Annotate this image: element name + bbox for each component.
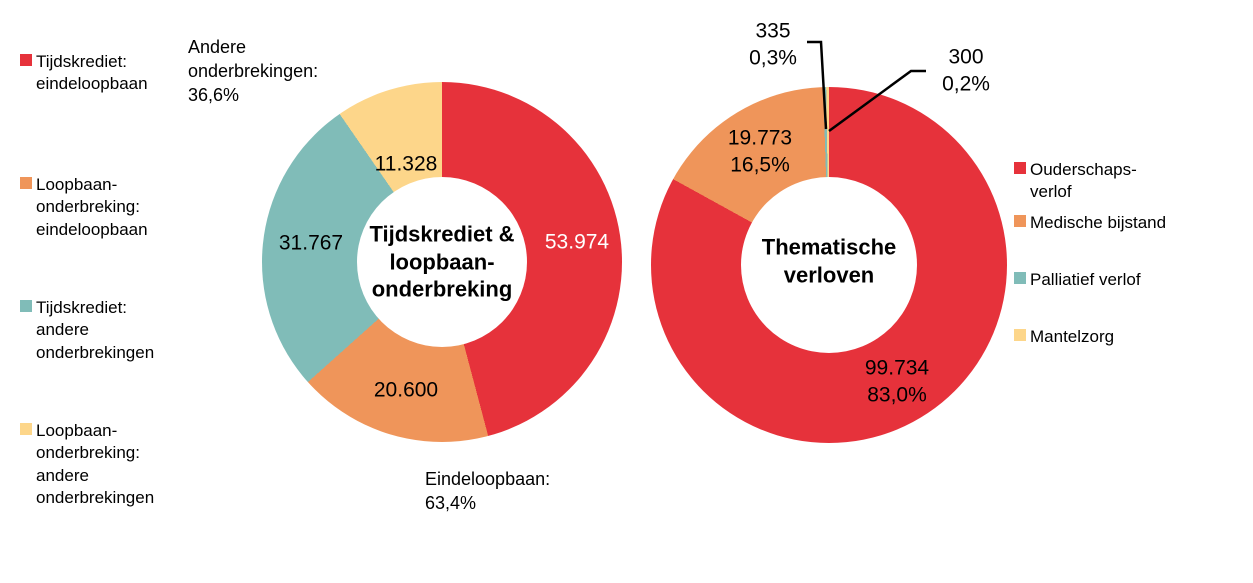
legend-swatch-icon: [1014, 329, 1026, 341]
legend-swatch-icon: [20, 423, 32, 435]
legend-label: Palliatief verlof: [1030, 270, 1141, 289]
donut-chart-thematische-verloven: [651, 87, 1007, 443]
annotation-eindeloopbaan: Eindeloopbaan: 63,4%: [425, 469, 551, 513]
legend-swatch-icon: [1014, 215, 1026, 227]
legend-item-palliatief-verlof: Palliatief verlof: [1014, 269, 1141, 291]
legend-swatch-icon: [1014, 272, 1026, 284]
legend-swatch-icon: [20, 54, 32, 66]
donut-hole: [741, 177, 917, 353]
slice-label-tijdskrediet-eindeloopbaan: 53.974: [544, 230, 610, 254]
slice-label-mantelzorg: 300 0,2%: [942, 45, 990, 96]
slice-label-loopbaanonderbreking-andere: 11.328: [374, 152, 438, 176]
legend-label: Ouderschaps- verlof: [1030, 160, 1137, 202]
legend-label: Loopbaan- onderbreking: andere onderbrek…: [36, 421, 155, 508]
legend-label: Loopbaan- onderbreking: eindeloopbaan: [36, 175, 148, 239]
donut-hole: [357, 177, 527, 347]
legend-label: Medische bijstand: [1030, 213, 1167, 232]
chart-center-title: Tijdskrediet & loopbaan- onderbreking: [369, 221, 515, 302]
legend-swatch-icon: [20, 300, 32, 312]
legend-swatch-icon: [20, 177, 32, 189]
slice-label-medische-bijstand: 19.773 16,5%: [727, 126, 793, 177]
slice-label-palliatief-verlof: 335 0,3%: [749, 19, 797, 70]
legend-label: Tijdskrediet: andere onderbrekingen: [36, 298, 155, 362]
legend-item-tijdskrediet-andere: Tijdskrediet: andere onderbrekingen: [20, 297, 154, 364]
legend-label: Mantelzorg: [1030, 327, 1115, 346]
slice-label-tijdskrediet-andere: 31.767: [278, 231, 344, 255]
annotation-andere-onderbrekingen: Andere onderbrekingen: 36,6%: [188, 37, 319, 105]
legend-item-loopbaanonderbreking-andere: Loopbaan- onderbreking: andere onderbrek…: [20, 420, 154, 510]
legend-item-ouderschapsverlof: Ouderschaps- verlof: [1014, 159, 1137, 204]
legend-label: Tijdskrediet: eindeloopbaan: [36, 52, 148, 94]
legend-item-mantelzorg: Mantelzorg: [1014, 326, 1114, 348]
legend-swatch-icon: [1014, 162, 1026, 174]
donut-chart-tijdskrediet-loopbaanonderbreking: [262, 82, 622, 442]
legend-item-medische-bijstand: Medische bijstand: [1014, 212, 1166, 234]
slice-label-ouderschapsverlof: 99.734 83,0%: [864, 356, 930, 407]
chart-center-title: Thematische verloven: [761, 234, 897, 287]
legend-item-loopbaanonderbreking-eindeloopbaan: Loopbaan- onderbreking: eindeloopbaan: [20, 174, 148, 241]
legend-item-tijdskrediet-eindeloopbaan: Tijdskrediet: eindeloopbaan: [20, 51, 148, 96]
slice-label-loopbaanonderbreking-eindeloopbaan: 20.600: [373, 378, 439, 402]
